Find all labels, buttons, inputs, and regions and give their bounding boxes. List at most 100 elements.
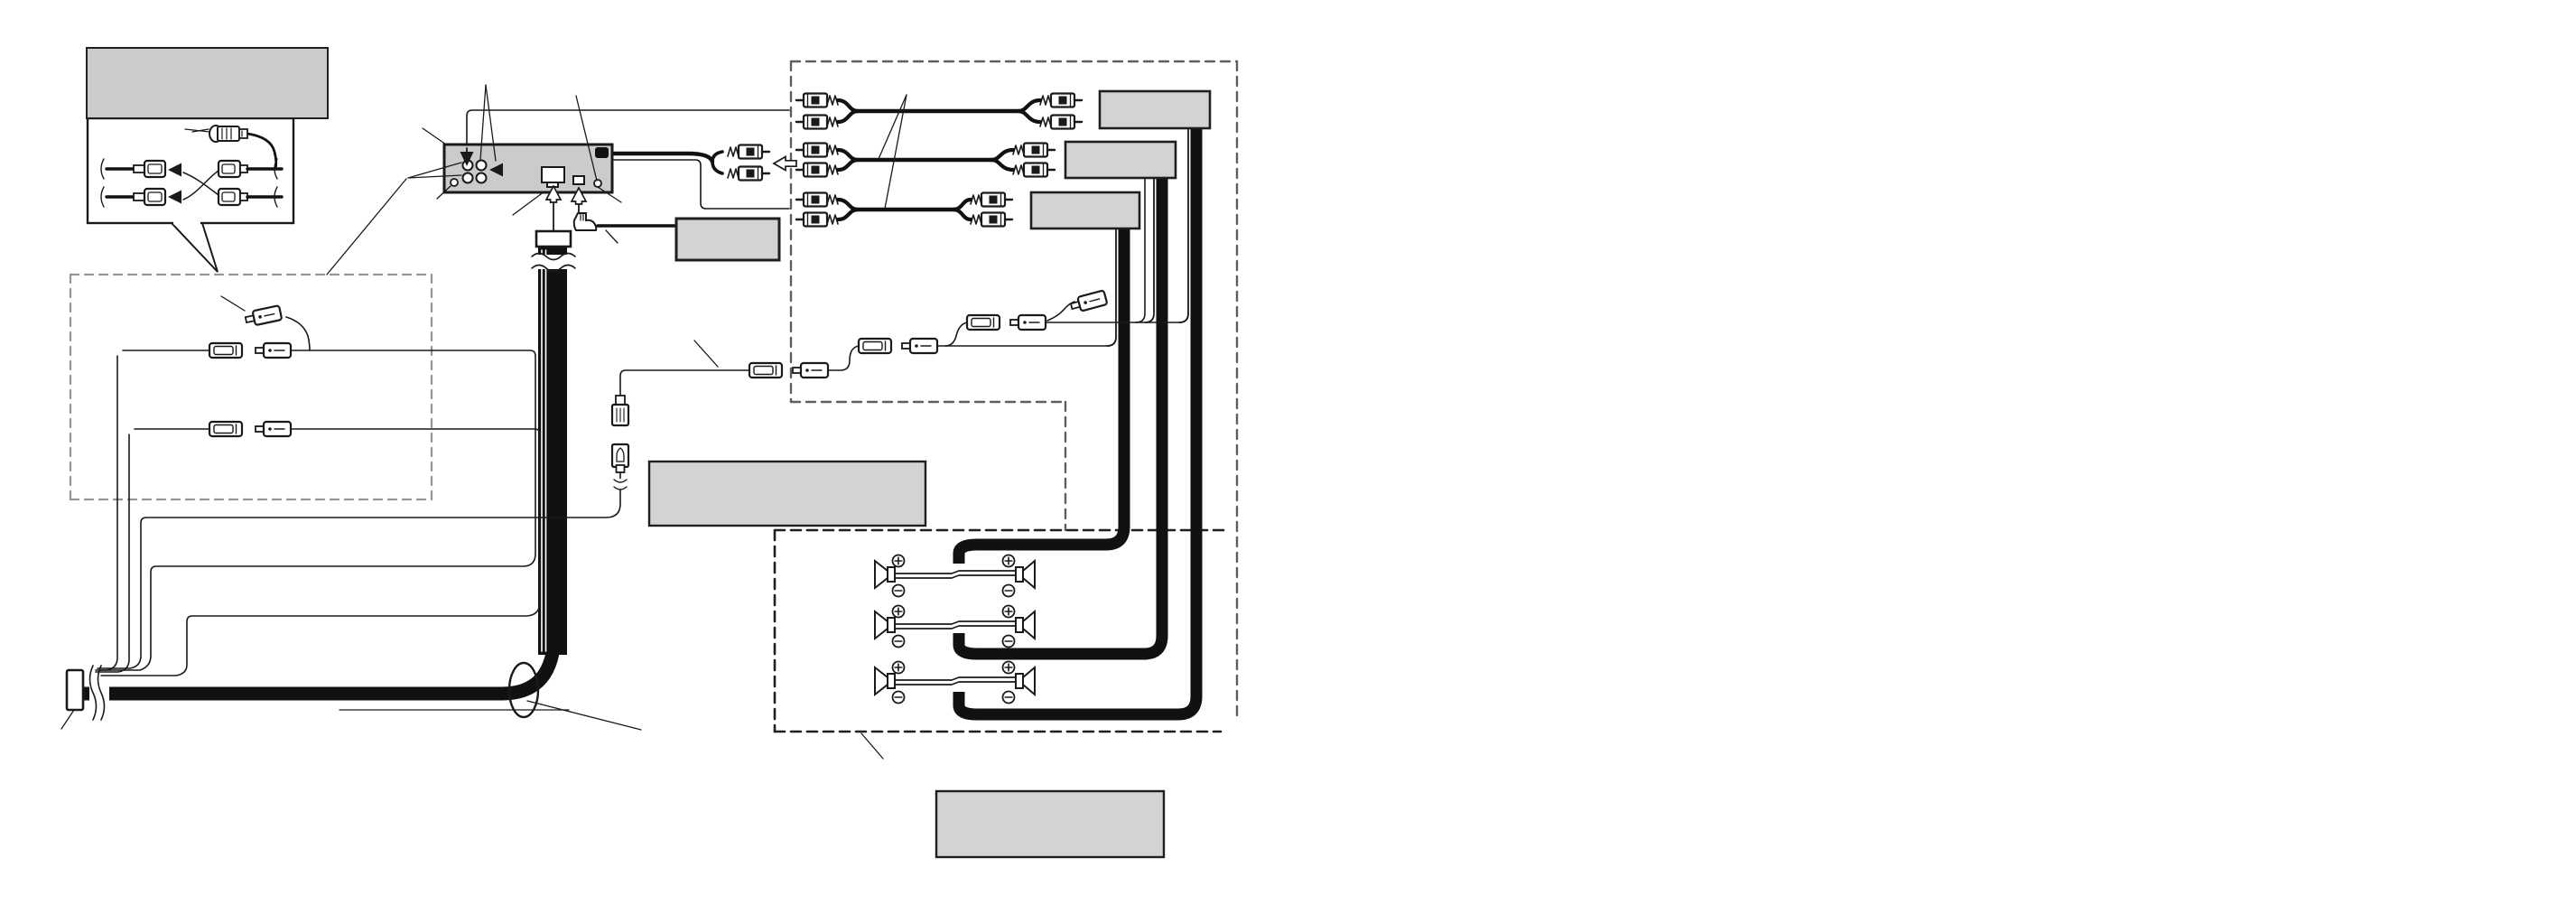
leader-line <box>60 709 75 730</box>
wire <box>1089 298 1101 303</box>
rca-section <box>605 92 1083 228</box>
speaker-right <box>1015 609 1036 641</box>
aux-jack <box>593 179 602 188</box>
speaker-left <box>874 558 896 591</box>
break-mark <box>100 186 105 208</box>
rca-cable-row-2 <box>795 142 1056 178</box>
connect-arrow-down-icon <box>460 152 474 166</box>
rca-cable-row-1 <box>795 92 1083 130</box>
amplifier-box-2 <box>1064 140 1177 180</box>
speaker-cable-amp3 <box>953 228 1130 564</box>
band-break-gap <box>534 255 573 269</box>
label-box-rect <box>647 460 927 527</box>
front-preout-wire <box>466 109 790 153</box>
plug-core <box>989 195 998 204</box>
vertical-connector-pair <box>610 395 630 473</box>
harness-band <box>538 247 567 655</box>
plug-core <box>1031 165 1040 174</box>
inset-callout <box>86 117 295 273</box>
speaker-cone <box>1022 609 1036 641</box>
leader-line <box>191 128 209 133</box>
speaker-cone <box>1022 665 1036 697</box>
antenna-plug <box>572 212 598 231</box>
rca-output-jack <box>461 172 474 184</box>
leftbox-male-connector-1 <box>255 341 293 359</box>
speaker-terminal <box>1015 617 1024 633</box>
speaker-wire-pair <box>894 570 1017 574</box>
harness-lead-wire <box>98 350 536 671</box>
leftbox-female-connector-1 <box>208 341 244 359</box>
strain-coil <box>970 194 982 205</box>
rca-plug-right <box>970 191 1014 208</box>
plug-core <box>811 195 820 204</box>
speaker-section <box>874 554 1036 704</box>
inset-pointer <box>169 222 219 273</box>
speaker-left <box>874 665 896 697</box>
harness-cable <box>83 631 562 701</box>
speaker-left <box>874 609 896 641</box>
plug-core <box>989 215 998 224</box>
iso-connector-port <box>541 166 565 183</box>
break-mark <box>613 486 628 490</box>
connect-arrow-hollow-up-icon <box>570 186 588 205</box>
amplifier-box-1 <box>1098 89 1212 130</box>
strain-coil <box>826 95 839 106</box>
cable-break-mark <box>97 665 106 721</box>
strain-coil <box>727 168 739 179</box>
speaker-cone <box>874 558 888 591</box>
pigtail-rca-plug <box>727 165 771 182</box>
speaker-wire-pair <box>894 681 1017 686</box>
speaker-wire-pair <box>894 620 1017 625</box>
leader-line <box>512 191 545 216</box>
strain-coil <box>826 164 839 175</box>
speaker-right <box>1015 665 1036 697</box>
leader-line <box>597 186 622 203</box>
connect-arrow-left-icon <box>489 163 503 177</box>
strain-coil <box>1012 145 1025 155</box>
plug-core <box>1058 96 1067 105</box>
strain-coil <box>727 146 739 157</box>
plug-core <box>1058 117 1067 126</box>
rca-plug-left <box>795 162 839 178</box>
label-box-rect <box>86 47 329 119</box>
strain-coil <box>1039 95 1052 106</box>
rca-cable-row-3 <box>795 191 1014 228</box>
chain-female-connector-2 <box>857 337 893 355</box>
band-break-mark <box>531 252 576 261</box>
remote-chain-wire <box>619 369 750 396</box>
speaker-cone <box>874 609 888 641</box>
leader-line <box>693 340 719 368</box>
speaker-terminal <box>887 617 896 633</box>
speaker-wire-pair <box>894 574 1017 579</box>
rca-fork <box>1016 98 1043 114</box>
rca-plug-right <box>1012 142 1056 158</box>
inset-plug-wire <box>246 132 278 171</box>
leader-line <box>878 94 907 160</box>
remote-chain-wire <box>1045 312 1189 323</box>
leader-line <box>605 229 618 244</box>
speaker-row-1 <box>874 554 1036 598</box>
speaker-cable-amp2 <box>953 178 1168 660</box>
plug-core <box>811 96 820 105</box>
rca-fork <box>835 98 860 114</box>
inset-row-2 <box>100 186 284 208</box>
connect-arrow-left-icon <box>168 163 181 177</box>
break-mark <box>274 186 278 208</box>
chain-female-connector-1 <box>748 361 784 379</box>
cable-break-gap <box>89 676 109 711</box>
speaker-row-3 <box>874 660 1036 704</box>
collar <box>133 192 145 201</box>
harness-lead-wire <box>95 355 118 671</box>
chain-female-connector-3 <box>965 313 1001 331</box>
junction-gap <box>952 566 966 583</box>
break-mark <box>613 479 628 483</box>
harness-label-box <box>647 460 927 527</box>
leader-lines <box>60 84 907 760</box>
speaker-terminal <box>887 673 896 689</box>
lead-wire <box>285 316 311 351</box>
rca-fork <box>835 207 860 222</box>
swap-guide-curve <box>182 172 219 196</box>
rca-plug-left <box>795 142 839 158</box>
leader-line <box>407 162 462 179</box>
pin-dot <box>268 427 272 431</box>
